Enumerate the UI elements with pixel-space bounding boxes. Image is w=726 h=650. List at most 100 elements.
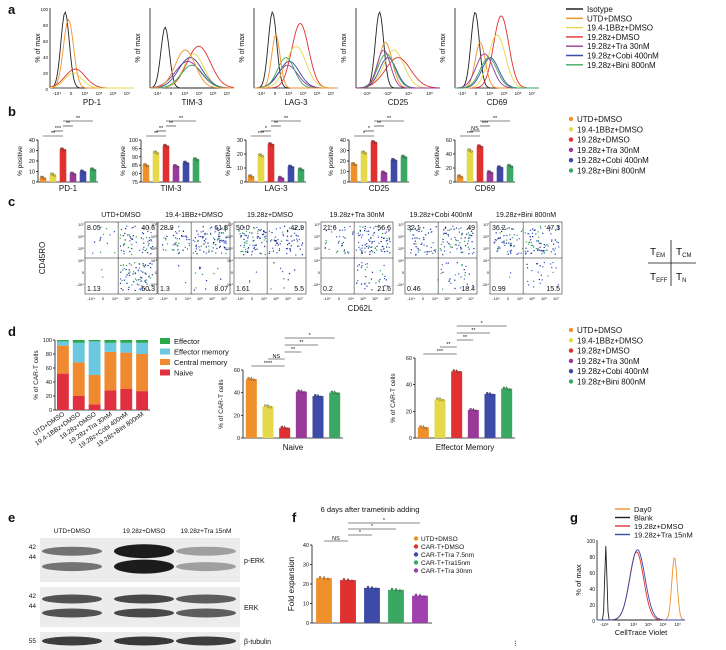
event-dot bbox=[251, 232, 253, 234]
event-dot bbox=[358, 246, 360, 248]
event-dot bbox=[386, 285, 388, 287]
histogram-curve bbox=[150, 64, 234, 89]
x-tick-label: 10⁷ bbox=[468, 296, 474, 301]
legend-label: UTD+DMSO bbox=[587, 14, 632, 23]
y-tick-label: 0 bbox=[402, 270, 405, 275]
event-dot bbox=[171, 249, 173, 251]
event-dot bbox=[131, 243, 133, 246]
blot-band bbox=[176, 636, 236, 646]
event-dot bbox=[357, 232, 359, 234]
event-dot bbox=[256, 237, 259, 239]
event-dot bbox=[195, 287, 197, 289]
event-dot bbox=[417, 249, 420, 251]
event-dot bbox=[144, 249, 146, 252]
event-dot bbox=[516, 239, 518, 241]
x-tick-label: 10⁵ bbox=[96, 91, 103, 96]
y-axis-label: % of max bbox=[239, 33, 246, 63]
event-dot bbox=[243, 226, 245, 228]
event-dot bbox=[535, 247, 537, 250]
mw-label: 44 bbox=[29, 603, 37, 610]
blot-band bbox=[42, 562, 102, 572]
event-dot bbox=[128, 272, 130, 274]
bar bbox=[456, 176, 464, 182]
blot-band bbox=[114, 636, 174, 646]
event-dot bbox=[135, 241, 137, 243]
event-dot bbox=[131, 247, 133, 250]
event-dot bbox=[337, 242, 340, 244]
event-dot bbox=[204, 233, 206, 236]
event-dot bbox=[272, 250, 275, 252]
event-dot bbox=[463, 278, 465, 280]
bar bbox=[162, 145, 170, 182]
event-dot bbox=[417, 247, 419, 249]
histogram-curve bbox=[150, 57, 234, 89]
data-point bbox=[460, 175, 463, 179]
event-dot bbox=[381, 245, 383, 247]
x-tick-label: 0 bbox=[251, 296, 254, 301]
event-dot bbox=[132, 226, 134, 228]
event-dot bbox=[344, 229, 346, 231]
event-dot bbox=[506, 239, 508, 241]
legend-dot bbox=[568, 379, 574, 384]
event-dot bbox=[101, 269, 103, 271]
x-tick-label: -10⁴ bbox=[87, 296, 95, 301]
data-point bbox=[318, 576, 322, 579]
event-dot bbox=[150, 232, 152, 234]
x-tick-label: 10⁶ bbox=[209, 296, 215, 301]
event-dot bbox=[129, 236, 131, 238]
quadrant-value: 1.3 bbox=[160, 286, 170, 293]
event-dot bbox=[135, 267, 137, 269]
event-dot bbox=[138, 267, 141, 269]
data-point bbox=[280, 425, 284, 429]
event-dot bbox=[123, 268, 125, 270]
data-point bbox=[491, 393, 494, 397]
event-dot bbox=[540, 274, 542, 276]
y-tick-label: 10⁷ bbox=[227, 222, 233, 227]
event-dot bbox=[294, 228, 297, 230]
event-dot bbox=[455, 239, 457, 242]
quadrant-value: 61.8 bbox=[214, 225, 228, 232]
event-dot bbox=[443, 246, 445, 248]
event-dot bbox=[449, 278, 451, 280]
event-dot bbox=[423, 239, 425, 241]
blot-band bbox=[176, 594, 236, 604]
event-dot bbox=[369, 253, 371, 256]
event-dot bbox=[221, 239, 223, 241]
event-dot bbox=[460, 251, 462, 253]
y-tick-label: 10 bbox=[237, 166, 243, 172]
event-dot bbox=[282, 235, 285, 237]
quadrant-value: 5.5 bbox=[294, 286, 304, 293]
event-dot bbox=[168, 228, 170, 230]
event-dot bbox=[412, 234, 414, 236]
event-dot bbox=[497, 248, 499, 250]
event-dot bbox=[366, 230, 368, 233]
event-dot bbox=[539, 242, 541, 244]
event-dot bbox=[428, 251, 430, 253]
event-dot bbox=[217, 238, 219, 240]
event-dot bbox=[537, 241, 540, 243]
event-dot bbox=[301, 244, 303, 246]
event-dot bbox=[376, 249, 378, 251]
x-tick-label: 10⁶ bbox=[210, 91, 217, 96]
legend-swatch bbox=[160, 338, 170, 344]
bar bbox=[466, 150, 474, 182]
bar bbox=[496, 167, 504, 182]
bar bbox=[364, 587, 380, 623]
event-dot bbox=[361, 252, 363, 254]
event-dot bbox=[380, 240, 382, 243]
event-dot bbox=[532, 244, 534, 247]
event-dot bbox=[509, 234, 511, 236]
event-dot bbox=[120, 271, 122, 273]
event-dot bbox=[385, 240, 388, 242]
event-dot bbox=[427, 232, 430, 234]
blot-band bbox=[114, 594, 174, 604]
event-dot bbox=[277, 244, 279, 246]
event-dot bbox=[129, 250, 131, 253]
event-dot bbox=[224, 230, 226, 232]
quadrant-value: 49 bbox=[467, 225, 475, 232]
event-dot bbox=[100, 236, 102, 239]
event-dot bbox=[379, 278, 381, 281]
bar bbox=[262, 406, 274, 438]
significance-label: ** bbox=[51, 131, 56, 137]
event-dot bbox=[364, 283, 366, 285]
